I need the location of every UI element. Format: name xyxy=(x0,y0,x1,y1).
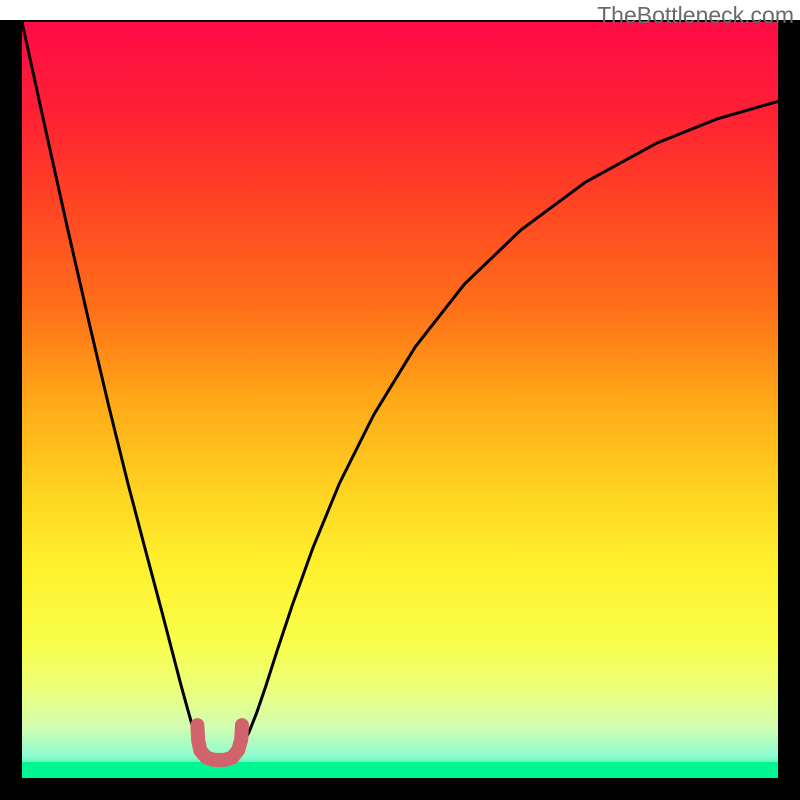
plot-background xyxy=(22,22,778,778)
chart-stage: TheBottleneck.com xyxy=(0,0,800,800)
bottom-strip xyxy=(22,762,778,778)
watermark-text: TheBottleneck.com xyxy=(597,2,794,29)
chart-svg xyxy=(0,0,800,800)
